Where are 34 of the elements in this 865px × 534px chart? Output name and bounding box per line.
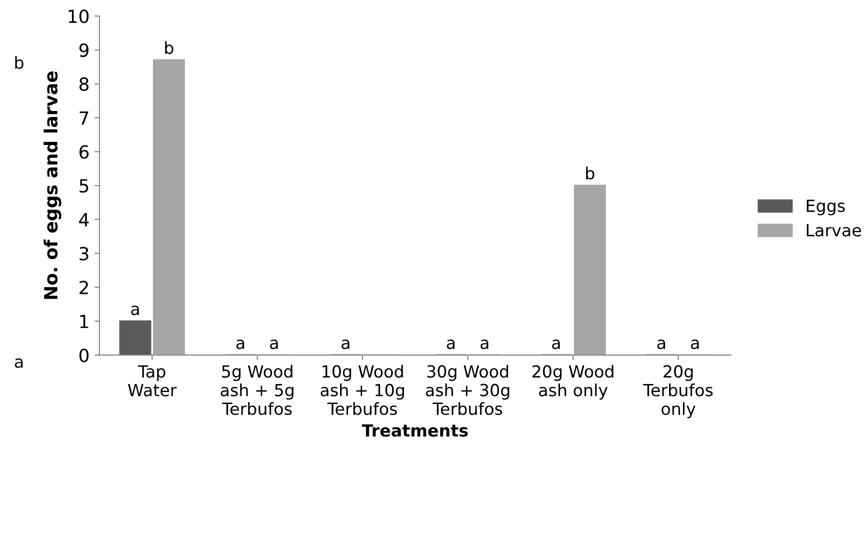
y-tick-label: 6 xyxy=(80,145,89,159)
y-tick-label: 2 xyxy=(80,280,88,294)
y-tick-label: 8 xyxy=(79,77,89,91)
data-label: b xyxy=(165,41,174,54)
data-label: a xyxy=(270,340,278,350)
x-tick-label: 20g Wood ash only xyxy=(532,364,614,400)
data-label: a xyxy=(236,340,244,350)
x-tick-label: 20g Terbufos only xyxy=(643,365,713,418)
y-tick-label: 10 xyxy=(68,9,89,24)
y-tick-label: 0 xyxy=(79,348,89,362)
y-tick-label: 4 xyxy=(79,213,89,226)
data-label: a xyxy=(691,340,699,350)
data-label: a xyxy=(446,340,455,350)
legend-label: Eggs xyxy=(806,200,845,216)
y-axis-title: No. of eggs and larvae xyxy=(44,71,62,299)
y-tick-label: 7 xyxy=(80,111,88,125)
y-tick-label: 1 xyxy=(80,314,88,328)
data-label: b xyxy=(586,166,594,180)
data-label: a xyxy=(131,306,139,316)
data-label: a xyxy=(342,340,350,350)
x-tick-label: 5g Wood ash + 5g Terbufos xyxy=(220,364,294,416)
data-label: a xyxy=(552,340,560,350)
x-tick-label: Tap Water xyxy=(128,365,177,396)
data-label: a xyxy=(657,340,666,350)
x-tick-label: 10g Wood ash + 10g Terbufos xyxy=(320,364,404,416)
text: b xyxy=(15,56,24,69)
y-tick-label: 9 xyxy=(79,43,88,58)
x-axis-title: Treatments xyxy=(362,424,468,437)
x-tick-label: 30g Wood ash + 30g Terbufos xyxy=(426,364,510,416)
y-tick-label: 3 xyxy=(80,246,88,260)
data-label: a xyxy=(480,340,488,350)
text: a xyxy=(14,358,23,368)
y-tick-label: 5 xyxy=(80,179,88,193)
legend-label: Larvae xyxy=(806,224,862,237)
